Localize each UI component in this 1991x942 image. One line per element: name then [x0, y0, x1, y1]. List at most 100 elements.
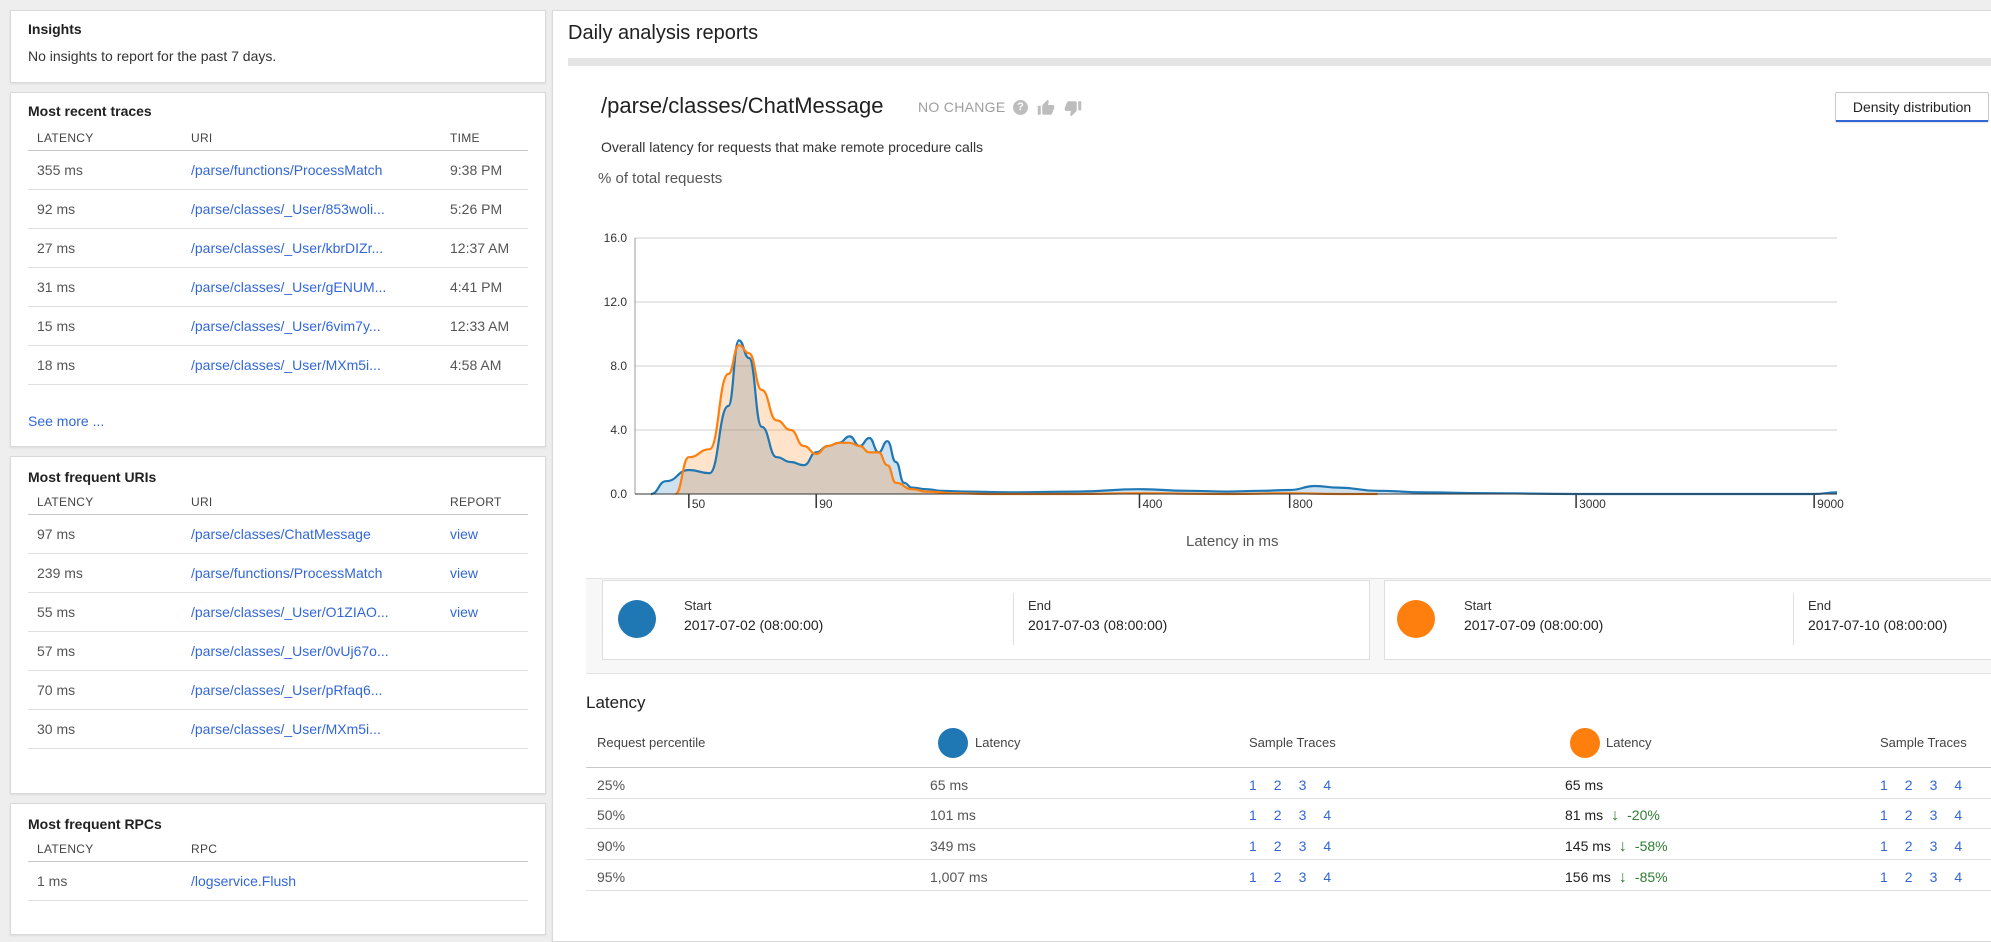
trace-link[interactable]: 2: [1904, 869, 1913, 885]
recent-traces-title: Most recent traces: [28, 103, 152, 119]
status-badge: NO CHANGE: [918, 99, 1006, 115]
range-a-start-value: 2017-07-02 (08:00:00): [684, 617, 824, 633]
x-tick-label: 90: [819, 497, 833, 511]
trace-link[interactable]: 2: [1273, 777, 1282, 793]
range-a-end-label: End: [1028, 598, 1052, 613]
table-row[interactable]: 239 ms/parse/functions/ProcessMatch view: [28, 553, 528, 593]
latency-cell: 1 ms: [28, 861, 182, 901]
trace-link[interactable]: 1: [1880, 838, 1888, 854]
trace-link[interactable]: 4: [1954, 807, 1963, 823]
trace-link[interactable]: 3: [1929, 777, 1938, 793]
table-row[interactable]: 97 ms/parse/classes/ChatMessage view: [28, 514, 528, 554]
time-cell: 5:26 PM: [441, 189, 528, 229]
percentile-cell: 90%: [597, 838, 626, 854]
trace-link[interactable]: 4: [1954, 838, 1963, 854]
latency-b-value: 145 ms: [1565, 838, 1611, 854]
time-cell: 12:33 AM: [441, 306, 528, 346]
table-row[interactable]: 27 ms/parse/classes/_User/kbrDIZr... 12:3…: [28, 228, 528, 268]
table-row[interactable]: 57 ms/parse/classes/_User/0vUj67o...: [28, 631, 528, 671]
table-row[interactable]: 92 ms/parse/classes/_User/853woli... 5:26…: [28, 189, 528, 229]
trace-link[interactable]: 3: [1929, 838, 1938, 854]
trace-link[interactable]: 1: [1249, 777, 1257, 793]
trace-link[interactable]: 1: [1880, 869, 1888, 885]
trace-link[interactable]: 2: [1273, 807, 1282, 823]
see-more-link[interactable]: See more ...: [28, 413, 105, 429]
uri-link[interactable]: /parse/classes/_User/6vim7y...: [182, 306, 441, 346]
recent-traces-card: Most recent traces LATENCY URI TIME 355 …: [10, 92, 546, 447]
time-cell: 12:37 AM: [441, 228, 528, 268]
thumbs-up-icon[interactable]: [1036, 99, 1056, 117]
uri-link[interactable]: /parse/classes/ChatMessage: [182, 514, 441, 554]
series-line-1: [650, 339, 1838, 496]
uri-link[interactable]: /parse/classes/_User/853woli...: [182, 189, 441, 229]
trace-link[interactable]: 4: [1323, 869, 1332, 885]
frequent-rpcs-title: Most frequent RPCs: [28, 816, 162, 832]
y-tick-label: 12.0: [604, 295, 628, 309]
x-tick-label: 9000: [1817, 497, 1844, 511]
uri-link[interactable]: /parse/classes/_User/MXm5i...: [182, 345, 441, 385]
uri-link[interactable]: /parse/classes/_User/pRfaq6...: [182, 670, 441, 710]
trace-link[interactable]: 1: [1249, 838, 1257, 854]
latency-cell: 30 ms: [28, 709, 182, 749]
table-row[interactable]: 70 ms/parse/classes/_User/pRfaq6...: [28, 670, 528, 710]
uri-link[interactable]: /logservice.Flush: [182, 861, 528, 901]
latency-b-value: 81 ms: [1565, 807, 1604, 823]
table-row[interactable]: 18 ms/parse/classes/_User/MXm5i... 4:58 A…: [28, 345, 528, 385]
y-tick-label: 0.0: [610, 487, 627, 501]
uri-link[interactable]: /parse/classes/_User/gENUM...: [182, 267, 441, 307]
uri-link[interactable]: /parse/classes/_User/O1ZIAO...: [182, 592, 441, 632]
trace-link[interactable]: 1: [1249, 807, 1257, 823]
trace-link[interactable]: 3: [1298, 838, 1307, 854]
trace-link[interactable]: 2: [1273, 869, 1282, 885]
uri-link[interactable]: /parse/classes/_User/0vUj67o...: [182, 631, 441, 671]
table-row[interactable]: 15 ms/parse/classes/_User/6vim7y... 12:33…: [28, 306, 528, 346]
latency-cell: 239 ms: [28, 553, 182, 593]
trace-link[interactable]: 2: [1904, 838, 1913, 854]
report-view-link[interactable]: view: [441, 592, 528, 632]
latency-header-rule: [586, 767, 1991, 768]
table-row[interactable]: 30 ms/parse/classes/_User/MXm5i...: [28, 709, 528, 749]
uri-link[interactable]: /parse/functions/ProcessMatch: [182, 150, 441, 190]
report-title: Daily analysis reports: [568, 22, 759, 44]
uri-link[interactable]: /parse/classes/_User/kbrDIZr...: [182, 228, 441, 268]
latency-section-title: Latency: [586, 693, 646, 712]
table-row[interactable]: 355 ms/parse/functions/ProcessMatch 9:38 …: [28, 150, 528, 190]
table-row[interactable]: 55 ms/parse/classes/_User/O1ZIAO... view: [28, 592, 528, 632]
trace-link[interactable]: 2: [1904, 807, 1913, 823]
trace-link[interactable]: 4: [1323, 838, 1332, 854]
thumbs-down-icon[interactable]: [1063, 99, 1083, 117]
trace-link[interactable]: 4: [1323, 807, 1332, 823]
question-icon[interactable]: ?: [1013, 100, 1028, 115]
y-tick-label: 16.0: [604, 231, 628, 245]
latency-a-cell: 349 ms: [930, 838, 976, 854]
report-view-link: [441, 670, 528, 710]
density-distribution-button[interactable]: Density distribution: [1835, 92, 1989, 122]
trace-link[interactable]: 4: [1323, 777, 1332, 793]
trace-link[interactable]: 4: [1954, 777, 1963, 793]
trace-link[interactable]: 1: [1249, 869, 1257, 885]
table-row[interactable]: 31 ms/parse/classes/_User/gENUM... 4:41 P…: [28, 267, 528, 307]
trace-link[interactable]: 3: [1929, 869, 1938, 885]
trace-link[interactable]: 3: [1298, 807, 1307, 823]
trace-link[interactable]: 1: [1880, 777, 1888, 793]
trace-link[interactable]: 3: [1298, 777, 1307, 793]
uri-link[interactable]: /parse/functions/ProcessMatch: [182, 553, 441, 593]
uri-link[interactable]: /parse/classes/_User/MXm5i...: [182, 709, 441, 749]
trace-link[interactable]: 2: [1273, 838, 1282, 854]
latency-cell: 27 ms: [28, 228, 182, 268]
report-subtitle: Overall latency for requests that make r…: [601, 139, 984, 155]
trace-link[interactable]: 4: [1954, 869, 1963, 885]
table-row[interactable]: 1 ms/logservice.Flush: [28, 861, 528, 901]
trace-link[interactable]: 3: [1929, 807, 1938, 823]
trace-link[interactable]: 1: [1880, 807, 1888, 823]
header-sample-traces-a: Sample Traces: [1249, 735, 1336, 750]
range-b-start-value: 2017-07-09 (08:00:00): [1464, 617, 1604, 633]
report-view-link[interactable]: view: [441, 553, 528, 593]
trace-link[interactable]: 3: [1298, 869, 1307, 885]
report-view-link[interactable]: view: [441, 514, 528, 554]
trace-link[interactable]: 2: [1904, 777, 1913, 793]
header-request-percentile: Request percentile: [597, 735, 706, 750]
range-a-end-value: 2017-07-03 (08:00:00): [1028, 617, 1168, 633]
